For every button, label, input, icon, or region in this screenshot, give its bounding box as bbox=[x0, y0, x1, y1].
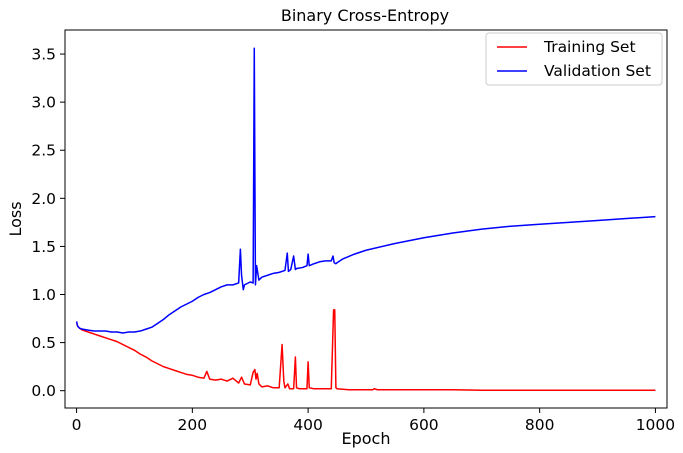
legend-label-training: Training Set bbox=[543, 38, 636, 56]
legend: Training Set Validation Set bbox=[485, 32, 663, 86]
x-tick-label: 600 bbox=[409, 416, 439, 434]
x-tick-label: 1000 bbox=[636, 416, 675, 434]
y-tick-label: 2.5 bbox=[31, 142, 56, 160]
x-tick-label: 800 bbox=[525, 416, 555, 434]
y-tick-label: 1.5 bbox=[31, 238, 56, 256]
legend-label-validation: Validation Set bbox=[544, 62, 651, 80]
y-tick-label: 0.5 bbox=[31, 334, 56, 352]
y-axis-label: Loss bbox=[6, 201, 25, 236]
y-tick-label: 2.0 bbox=[31, 190, 56, 208]
x-tick-label: 400 bbox=[293, 416, 323, 434]
x-axis-label: Epoch bbox=[342, 429, 391, 448]
legend-box bbox=[485, 32, 663, 86]
y-tick-label: 3.0 bbox=[31, 94, 56, 112]
chart-title: Binary Cross-Entropy bbox=[281, 6, 449, 25]
x-axis: 0 200 400 600 800 1000 bbox=[72, 408, 675, 434]
training-set-line bbox=[75, 309, 656, 391]
y-axis: 0.0 0.5 1.0 1.5 2.0 2.5 3.0 3.5 bbox=[31, 46, 65, 400]
series-layer bbox=[75, 47, 656, 391]
y-tick-label: 3.5 bbox=[31, 46, 56, 64]
x-tick-label: 0 bbox=[72, 416, 82, 434]
plot-area bbox=[64, 29, 668, 409]
validation-set-line bbox=[75, 47, 656, 334]
x-tick-label: 200 bbox=[178, 416, 208, 434]
y-tick-label: 0.0 bbox=[31, 382, 56, 400]
y-tick-label: 1.0 bbox=[31, 286, 56, 304]
